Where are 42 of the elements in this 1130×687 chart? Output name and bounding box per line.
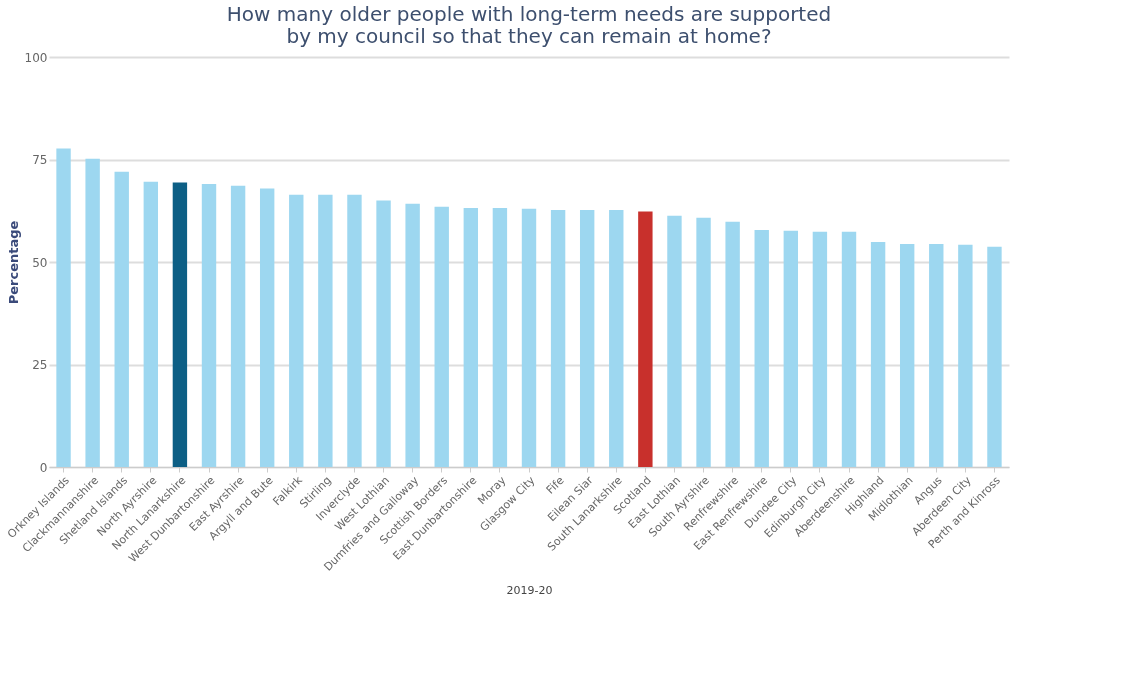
bar [929, 243, 944, 467]
x-tick-label: Fife [543, 473, 567, 497]
bar [696, 217, 711, 467]
y-tick-label: 75 [32, 153, 48, 167]
bar [405, 203, 420, 467]
bar [638, 211, 653, 467]
bar [289, 194, 304, 467]
bar [754, 230, 769, 467]
bar [114, 171, 129, 467]
bar [347, 194, 362, 467]
bar [579, 209, 595, 467]
bar [783, 230, 799, 467]
bar [56, 148, 71, 467]
bar [259, 188, 275, 467]
bar [230, 185, 246, 467]
y-tick-label: 100 [24, 50, 48, 65]
chart-title: How many older people with long-term needs are supported by my council so that they can remain at home? [226, 2, 832, 48]
bar [550, 209, 566, 467]
bar [463, 207, 479, 467]
bar [609, 209, 624, 467]
bar [201, 184, 217, 467]
bar [492, 207, 508, 467]
bar [870, 241, 886, 467]
bar [987, 246, 1002, 467]
bar [318, 194, 333, 467]
bar [434, 206, 449, 467]
bar [812, 231, 828, 467]
y-tick-label: 0 [39, 460, 48, 475]
y-axis-title: Percentage [5, 220, 21, 305]
bar [841, 231, 857, 467]
x-axis-title: 2019-20 [506, 583, 553, 597]
y-tick-label: 25 [32, 358, 48, 372]
bar [899, 243, 915, 467]
bar [958, 244, 973, 467]
bar [376, 200, 391, 467]
bar [172, 182, 188, 467]
bar [521, 208, 537, 467]
bar [725, 221, 740, 467]
bar [667, 215, 682, 467]
y-tick-label: 50 [32, 255, 48, 270]
bar [143, 181, 159, 467]
bar [85, 158, 100, 467]
